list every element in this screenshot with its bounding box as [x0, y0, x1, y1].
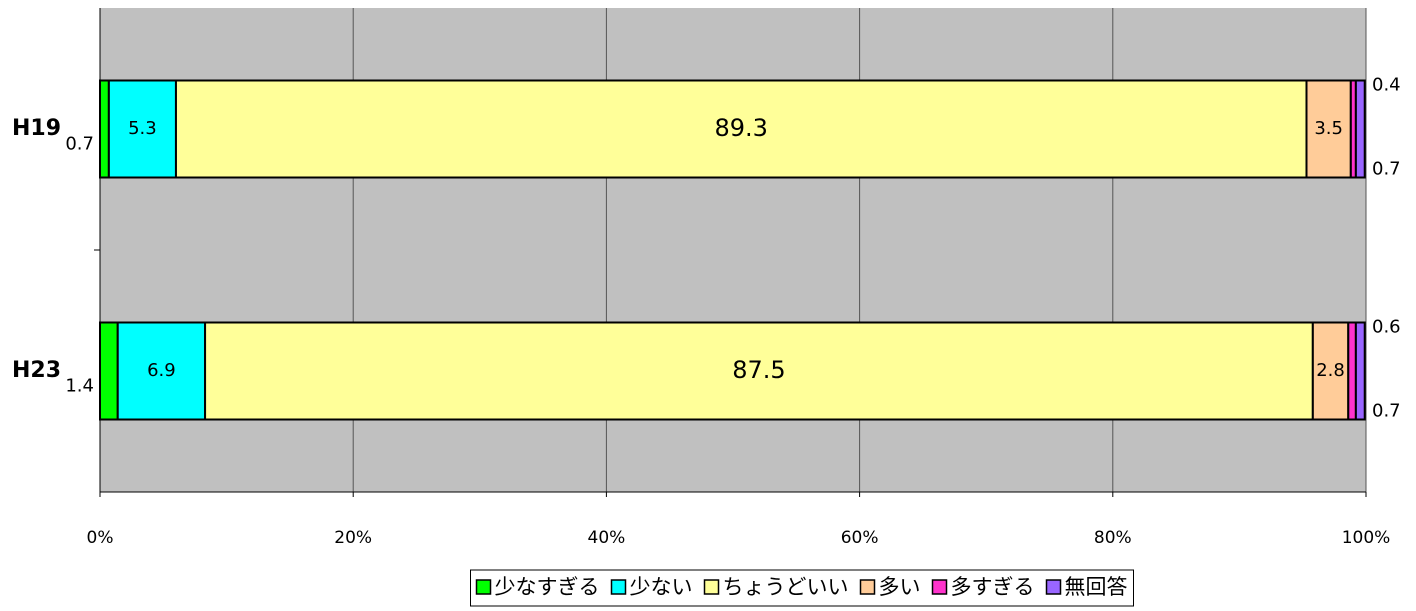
bar-segment: [204, 321, 1314, 421]
bar-segment: [1347, 321, 1357, 421]
legend-label: ちょうどいい: [723, 575, 849, 599]
data-label: 1.4: [65, 376, 94, 397]
legend-label: 無回答: [1065, 575, 1128, 599]
bar-segment: [116, 321, 207, 421]
data-label: 6.9: [147, 360, 176, 381]
bar-segment: [99, 79, 110, 179]
legend-swatch: [610, 579, 627, 595]
x-tick-label: 60%: [841, 528, 879, 548]
bar-segment: [99, 321, 119, 421]
bar-segment: [1354, 321, 1366, 421]
data-label: 87.5: [732, 356, 785, 384]
legend-label: 少なすぎる: [495, 575, 600, 599]
legend-swatch: [475, 579, 492, 595]
data-label: 0.7: [1372, 159, 1401, 180]
legend-box: [470, 569, 1134, 607]
data-label: 3.5: [1314, 118, 1343, 139]
x-tick-label: 40%: [588, 528, 626, 548]
data-label: 0.6: [1372, 317, 1401, 338]
x-tick-label: 80%: [1094, 528, 1132, 548]
data-label: 0.4: [1372, 75, 1401, 96]
bar-segment: [1354, 79, 1366, 179]
legend-label: 少ない: [630, 575, 693, 599]
category-label: H19: [12, 116, 61, 141]
legend-label: 多い: [879, 575, 921, 599]
legend-swatch: [931, 579, 948, 595]
data-label: 2.8: [1316, 360, 1345, 381]
legend-swatch: [859, 579, 876, 595]
data-label: 0.7: [1372, 401, 1401, 422]
bar-segment: [174, 79, 1308, 179]
x-tick-label: 100%: [1342, 528, 1391, 548]
legend-swatch: [1045, 579, 1062, 595]
legend-swatch: [703, 579, 720, 595]
legend: 少なすぎる 少ない ちょうどいい 多い 多すぎる 無回答: [470, 569, 1134, 607]
x-tick-label: 20%: [334, 528, 372, 548]
data-label: 0.7: [65, 134, 94, 155]
legend-label: 多すぎる: [951, 575, 1035, 599]
x-tick-label: 0%: [87, 528, 114, 548]
category-label: H23: [12, 358, 61, 383]
data-label: 5.3: [128, 118, 157, 139]
data-label: 89.3: [715, 114, 768, 142]
